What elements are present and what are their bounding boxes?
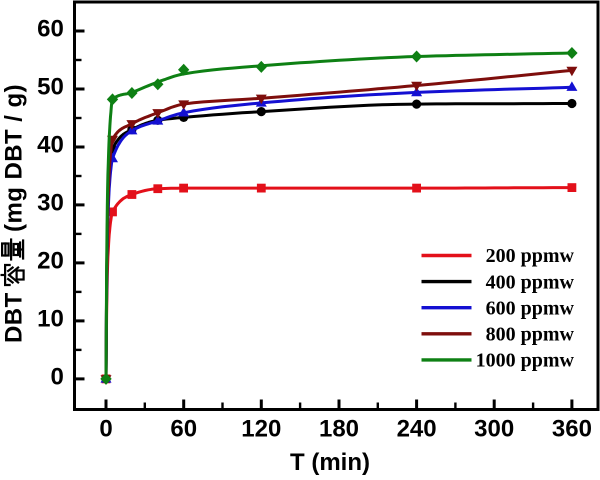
svg-text:300: 300 xyxy=(474,416,514,443)
svg-text:60: 60 xyxy=(37,16,64,43)
svg-text:800 ppmw: 800 ppmw xyxy=(486,324,575,346)
svg-text:240: 240 xyxy=(397,416,437,443)
svg-text:180: 180 xyxy=(319,416,359,443)
svg-text:DBT: DBT xyxy=(1,292,28,343)
svg-text:360: 360 xyxy=(552,416,592,443)
svg-text:400 ppmw: 400 ppmw xyxy=(486,271,575,293)
svg-text:0: 0 xyxy=(50,363,63,390)
svg-text:10: 10 xyxy=(37,305,64,332)
svg-text:(mg DBT / g): (mg DBT / g) xyxy=(1,84,28,232)
svg-text:50: 50 xyxy=(37,74,64,101)
svg-text:600 ppmw: 600 ppmw xyxy=(486,297,575,319)
svg-text:T (min): T (min) xyxy=(290,449,370,476)
svg-text:0: 0 xyxy=(99,416,112,443)
svg-text:1000 ppmw: 1000 ppmw xyxy=(476,350,575,372)
svg-text:40: 40 xyxy=(37,132,64,159)
svg-text:200 ppmw: 200 ppmw xyxy=(486,245,575,267)
svg-text:60: 60 xyxy=(170,416,197,443)
svg-text:20: 20 xyxy=(37,247,64,274)
svg-text:30: 30 xyxy=(37,189,64,216)
svg-text:120: 120 xyxy=(241,416,281,443)
